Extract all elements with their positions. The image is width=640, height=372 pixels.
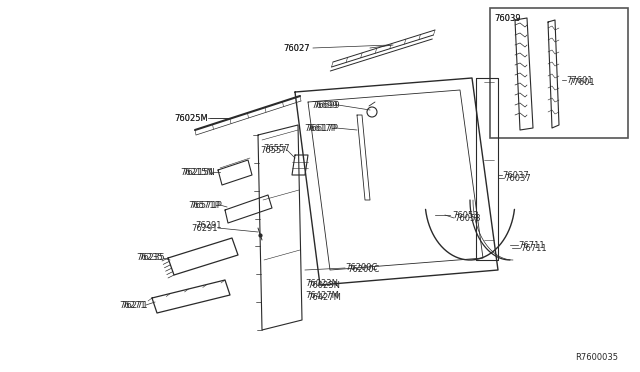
- Text: 76215N: 76215N: [180, 167, 213, 176]
- Text: 76699: 76699: [314, 100, 340, 109]
- Text: 76235: 76235: [136, 253, 163, 263]
- Text: R7600035: R7600035: [575, 353, 618, 362]
- Text: 76200C: 76200C: [347, 266, 380, 275]
- Text: 76711: 76711: [518, 241, 545, 250]
- Text: 76271: 76271: [120, 301, 146, 310]
- Text: 76039: 76039: [494, 13, 520, 22]
- Text: 76037: 76037: [504, 173, 531, 183]
- Text: 76027: 76027: [284, 44, 310, 52]
- Text: 76039: 76039: [494, 13, 520, 22]
- Text: 76571P: 76571P: [190, 201, 222, 209]
- Text: 76617P: 76617P: [304, 124, 336, 132]
- Text: 76271: 76271: [122, 301, 148, 310]
- Text: 76053: 76053: [452, 211, 479, 219]
- Text: 76571P: 76571P: [188, 201, 220, 209]
- Text: 76023N: 76023N: [307, 280, 340, 289]
- Text: 76200C: 76200C: [345, 263, 378, 273]
- Text: 76027: 76027: [284, 44, 310, 52]
- Text: 76427M: 76427M: [305, 291, 339, 299]
- Text: 76557: 76557: [260, 145, 287, 154]
- Text: 77601: 77601: [566, 76, 593, 84]
- Text: 77601: 77601: [568, 77, 595, 87]
- Text: 76023N: 76023N: [305, 279, 338, 288]
- Text: 76711: 76711: [520, 244, 547, 253]
- Text: 76617P: 76617P: [306, 124, 338, 132]
- Text: 76235: 76235: [138, 253, 165, 263]
- Text: 76053: 76053: [454, 214, 481, 222]
- Text: 76037: 76037: [502, 170, 529, 180]
- Text: 76025M: 76025M: [174, 113, 208, 122]
- Text: 76291: 76291: [191, 224, 218, 232]
- Text: 76215N: 76215N: [182, 167, 215, 176]
- Text: 76557: 76557: [264, 144, 290, 153]
- Text: 76699: 76699: [312, 100, 338, 109]
- Text: 76025M: 76025M: [174, 113, 208, 122]
- Text: 76291: 76291: [195, 221, 222, 230]
- Bar: [490, 8, 628, 138]
- Text: 76427M: 76427M: [307, 294, 341, 302]
